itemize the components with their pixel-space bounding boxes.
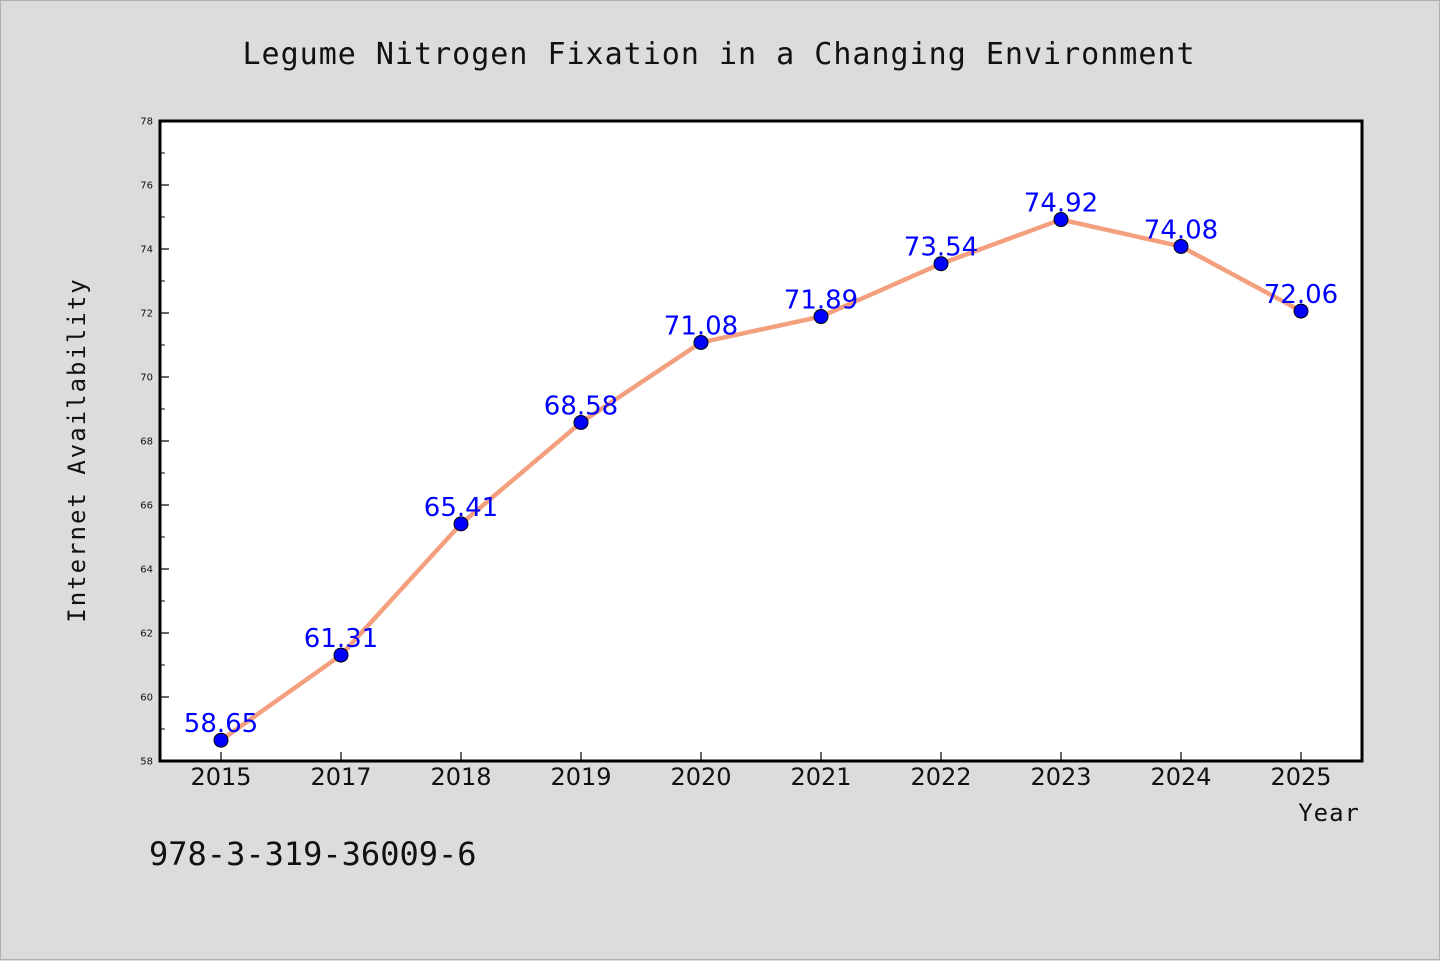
data-label: 61.31 (304, 624, 378, 654)
data-point (333, 647, 349, 663)
x-tick-label: 2017 (310, 763, 371, 791)
x-tick-label: 2022 (910, 763, 971, 791)
y-axis-label: Internet Availability (63, 277, 91, 622)
data-point (1293, 303, 1309, 319)
x-tick-label: 2020 (670, 763, 731, 791)
chart-title: Legume Nitrogen Fixation in a Changing E… (242, 37, 1195, 72)
x-tick-label: 2015 (190, 763, 251, 791)
data-point (813, 309, 829, 325)
data-label: 71.89 (784, 286, 858, 316)
x-axis-label: Year (1298, 799, 1360, 827)
series-line (219, 217, 1303, 743)
x-tick-label: 2019 (550, 763, 611, 791)
data-label: 65.41 (424, 493, 498, 523)
data-point (213, 732, 229, 748)
plot-frame (158, 119, 1364, 763)
y-tick-label: 60 (140, 693, 153, 704)
footnote: 978-3-319-36009-6 (149, 835, 477, 873)
y-tick-label: 76 (140, 181, 153, 192)
data-label: 71.08 (664, 311, 738, 341)
data-label: 58.65 (184, 709, 258, 739)
data-point (1173, 238, 1189, 254)
data-point (1053, 212, 1069, 228)
y-tick-label: 68 (140, 437, 153, 448)
data-label: 73.54 (904, 233, 978, 263)
y-tick-label: 64 (140, 565, 153, 576)
data-point (933, 256, 949, 272)
data-labels: 58.65 61.31 65.41 68.58 71.08 71.89 73.54 74.92… (184, 189, 1338, 740)
data-point (573, 414, 589, 430)
plot-area (160, 121, 1362, 761)
y-tick-label: 58 (140, 757, 153, 768)
y-tick-label: 72 (140, 309, 153, 320)
x-axis-ticks: 2015 2017 2018 2019 2020 2021 2022 2023 2024 2025 (190, 752, 1332, 791)
x-tick-label: 2024 (1150, 763, 1211, 791)
data-label: 72.06 (1264, 280, 1338, 310)
data-point (453, 516, 469, 532)
data-markers (213, 212, 1309, 748)
y-tick-label: 74 (140, 245, 153, 256)
x-tick-label: 2018 (430, 763, 491, 791)
data-label: 74.08 (1144, 215, 1218, 245)
data-label: 74.92 (1024, 189, 1098, 219)
data-label: 68.58 (544, 391, 618, 421)
y-tick-label: 70 (140, 373, 153, 384)
data-point (693, 334, 709, 350)
y-tick-label: 78 (140, 117, 153, 128)
y-tick-label: 62 (140, 629, 153, 640)
x-tick-label: 2023 (1030, 763, 1091, 791)
x-tick-label: 2021 (790, 763, 851, 791)
x-tick-label: 2025 (1270, 763, 1331, 791)
y-tick-label: 66 (140, 501, 153, 512)
